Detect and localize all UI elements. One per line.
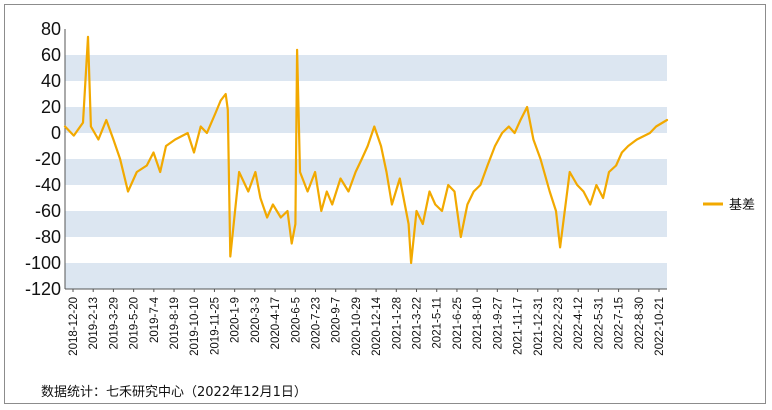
- x-tick-label: 2019-3-29: [108, 297, 120, 349]
- axes: [64, 29, 667, 290]
- x-tick-label: 2020-7-23: [310, 297, 322, 349]
- x-tick-label: 2019-5-20: [129, 297, 141, 349]
- x-tick-labels: 2018-12-20 2019-2-13 2019-3-29 2019-5-20 201…: [68, 289, 666, 356]
- y-tick-label: 0: [51, 123, 61, 143]
- series-line: [63, 35, 669, 265]
- x-tick-label: 2021-12-31: [533, 297, 545, 356]
- chart-frame: 80 60 40 20 0 -20 -40 -60 -80 -100 -120 2018-12-20…: [4, 4, 766, 404]
- x-tick-label: 2019-7-4: [149, 296, 161, 343]
- grid-band: [65, 159, 667, 185]
- y-tick-label: -60: [35, 201, 61, 221]
- x-tick-label: 2020-3-3: [250, 297, 262, 343]
- grid-band: [65, 211, 667, 237]
- y-tick-label: -40: [35, 175, 61, 195]
- y-tick-label: -80: [35, 227, 61, 247]
- x-tick-label: 2020-9-7: [331, 297, 343, 343]
- x-tick-label: 2019-2-13: [88, 297, 100, 349]
- x-tick-label: 2022-5-31: [593, 297, 605, 349]
- x-tick-label: 2019-8-19: [169, 297, 181, 349]
- x-tick-label: 2020-10-29: [351, 297, 363, 356]
- source-note: 数据统计：七禾研究中心（2022年12月1日）: [41, 385, 307, 400]
- x-tick-label: 2020-1-9: [230, 297, 242, 343]
- x-tick-label: 2022-10-21: [654, 297, 666, 356]
- legend-label: 基差: [729, 198, 755, 213]
- y-tick-label: 20: [41, 97, 61, 117]
- y-tick-label: -20: [35, 149, 61, 169]
- x-tick-label: 2022-4-12: [573, 297, 585, 349]
- grid-band: [65, 263, 667, 289]
- y-tick-labels: 80 60 40 20 0 -20 -40 -60 -80 -100 -120: [25, 19, 61, 299]
- x-tick-label: 2019-11-25: [209, 297, 221, 355]
- x-tick-label: 2021-8-10: [472, 297, 484, 349]
- y-tick-label: 40: [41, 71, 61, 91]
- x-tick-label: 2020-12-14: [371, 296, 383, 355]
- y-tick-label: 80: [41, 19, 61, 39]
- x-tick-label: 2022-2-23: [553, 297, 565, 349]
- x-tick-label: 2020-4-17: [270, 297, 282, 349]
- line-chart: 80 60 40 20 0 -20 -40 -60 -80 -100 -120 2018-12-20…: [25, 19, 755, 356]
- x-tick-label: 2021-6-25: [452, 297, 464, 349]
- x-tick-label: 2021-3-22: [412, 297, 424, 349]
- x-tick-label: 2020-6-5: [290, 297, 302, 343]
- x-tick-label: 2022-7-15: [614, 297, 626, 349]
- x-tick-label: 2022-8-30: [634, 297, 646, 349]
- legend: 基差: [703, 198, 755, 213]
- x-tick-label: 2021-11-17: [513, 297, 525, 355]
- grid-band: [65, 55, 667, 81]
- x-tick-label: 2018-12-20: [68, 297, 80, 356]
- grid-band: [65, 107, 667, 133]
- x-tick-label: 2021-9-27: [492, 297, 504, 349]
- x-tick-label: 2021-1-28: [391, 297, 403, 349]
- series-layer: [63, 35, 669, 265]
- x-tick-label: 2019-10-10: [189, 297, 201, 356]
- grid-bands: [65, 55, 667, 289]
- y-tick-label: 60: [41, 45, 61, 65]
- y-tick-label: -120: [25, 279, 61, 299]
- x-tick-label: 2021-5-11: [432, 297, 444, 349]
- y-tick-label: -100: [25, 253, 61, 273]
